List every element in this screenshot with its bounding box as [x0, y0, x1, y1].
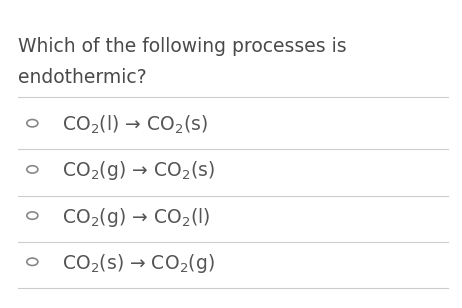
Text: endothermic?: endothermic? — [18, 68, 147, 87]
Text: CO$_2$(s) → CO$_2$(g): CO$_2$(s) → CO$_2$(g) — [62, 252, 215, 275]
Text: CO$_2$(g) → CO$_2$(l): CO$_2$(g) → CO$_2$(l) — [62, 206, 211, 229]
Text: CO$_2$(l) → CO$_2$(s): CO$_2$(l) → CO$_2$(s) — [62, 114, 208, 136]
Text: Which of the following processes is: Which of the following processes is — [18, 37, 347, 56]
Text: CO$_2$(g) → CO$_2$(s): CO$_2$(g) → CO$_2$(s) — [62, 160, 215, 182]
